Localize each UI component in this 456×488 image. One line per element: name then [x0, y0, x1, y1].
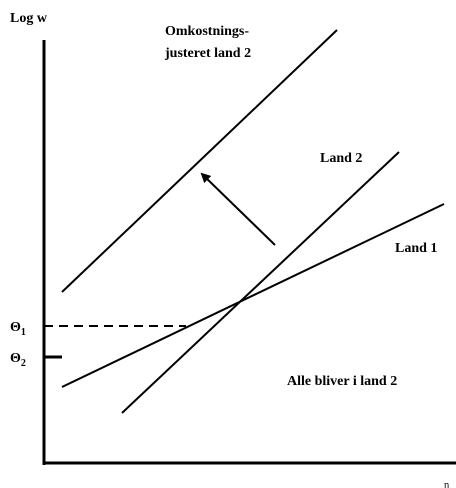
adjusted-line: [61, 29, 338, 293]
land1-line: [61, 203, 445, 388]
region-label: Alle bliver i land 2: [287, 374, 397, 389]
line-label: justeret land 2: [164, 46, 251, 61]
land2-line: [121, 151, 400, 414]
y-axis-label: Log w: [10, 11, 48, 26]
line-label: Land 2: [320, 151, 362, 166]
theta-label: Θ2: [10, 351, 26, 369]
x-axis-label: η: [444, 480, 449, 488]
theta-label: Θ1: [10, 320, 26, 338]
line-label: Omkostnings-: [165, 24, 249, 39]
shift-arrow: [200, 172, 276, 246]
line-label: Land 1: [395, 241, 437, 256]
